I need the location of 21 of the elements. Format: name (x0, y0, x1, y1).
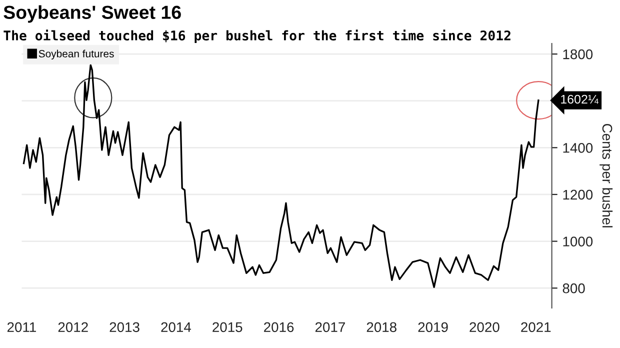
chart-subtitle: The oilseed touched $16 per bushel for the first time since 2012 (4, 30, 510, 44)
y-tick-label: 1000 (563, 236, 593, 246)
chart-title: Soybeans' Sweet 16 (4, 5, 181, 23)
x-tick-label: 2011 (7, 322, 36, 332)
x-tick-label: 2017 (315, 322, 345, 332)
y-tick-label: 1400 (563, 142, 593, 153)
x-tick-label: 2013 (110, 322, 140, 332)
x-tick-label: 2021 (521, 322, 551, 332)
x-tick-label: 2018 (366, 322, 396, 332)
x-tick-label: 2016 (264, 322, 294, 332)
legend-label: Soybean futures (38, 50, 114, 60)
x-tick-label: 2020 (470, 322, 500, 332)
x-tick-label: 2019 (418, 322, 448, 332)
y-tick-label: 800 (562, 283, 585, 294)
y-tick-label: 1200 (563, 190, 593, 200)
x-tick-label: 2012 (58, 322, 88, 332)
annotation: 1602¼ (561, 94, 598, 104)
x-tick-label: 2014 (161, 322, 191, 332)
y-tick-label: 1800 (563, 49, 593, 60)
y-axis-title: Cents per bushel (600, 124, 613, 228)
x-tick-label: 2015 (212, 322, 242, 332)
